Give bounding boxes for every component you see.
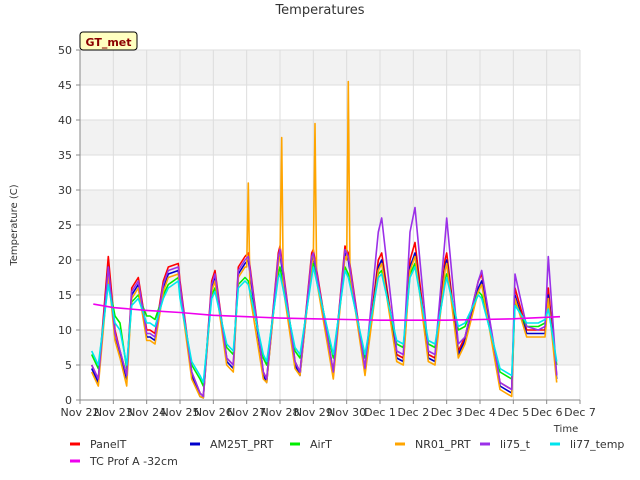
grid-band bbox=[80, 120, 580, 155]
x-tick-label: Nov 22 bbox=[61, 406, 100, 419]
y-tick-label: 0 bbox=[65, 394, 72, 407]
x-tick-label: Nov 24 bbox=[127, 406, 166, 419]
station-badge-box bbox=[79, 31, 138, 51]
chart-grid bbox=[79, 49, 581, 401]
x-tick-label: Nov 25 bbox=[161, 406, 200, 419]
x-tick-label: Nov 28 bbox=[261, 406, 300, 419]
x-tick-label: Nov 29 bbox=[294, 406, 333, 419]
series-layer bbox=[90, 80, 561, 399]
y-tick-label: 35 bbox=[58, 149, 72, 162]
x-tick-label: Nov 26 bbox=[194, 406, 233, 419]
station-badge: GT_met bbox=[79, 31, 138, 51]
y-tick-label: 45 bbox=[58, 79, 72, 92]
y-tick-label: 50 bbox=[58, 44, 72, 57]
legend-label: PanelT bbox=[90, 438, 127, 451]
legend: PanelT AM25T_PRT AirT NR01_PRT li75_t li77_te… bbox=[70, 438, 624, 468]
y-tick-label: 15 bbox=[58, 289, 72, 302]
legend-label: li77_temp bbox=[570, 438, 624, 451]
x-tick-label: Dec 4 bbox=[464, 406, 496, 419]
x-tick-label: Nov 27 bbox=[227, 406, 266, 419]
legend-label: TC Prof A -32cm bbox=[89, 455, 178, 468]
y-tick-label: 5 bbox=[65, 359, 72, 372]
x-axis-label: Time bbox=[553, 424, 578, 435]
legend-item: li75_t bbox=[480, 438, 531, 451]
legend-label: AirT bbox=[310, 438, 332, 451]
chart-title: Temperatures bbox=[274, 3, 364, 18]
grid-band bbox=[80, 50, 580, 85]
station-badge-label: GT_met bbox=[85, 36, 131, 49]
legend-label: AM25T_PRT bbox=[210, 438, 274, 451]
series-line bbox=[93, 303, 561, 322]
series-line bbox=[90, 266, 558, 384]
y-tick-label: 40 bbox=[58, 114, 72, 127]
y-tick-label: 25 bbox=[58, 219, 72, 232]
y-tick-label: 20 bbox=[58, 254, 72, 267]
y-tick-label: 10 bbox=[58, 324, 72, 337]
legend-label: NR01_PRT bbox=[415, 438, 471, 451]
grid-band bbox=[80, 190, 580, 225]
legend-label: li75_t bbox=[500, 438, 531, 451]
legend-item: AM25T_PRT bbox=[190, 438, 274, 451]
x-tick-label: Dec 1 bbox=[364, 406, 396, 419]
x-tick-label: Dec 3 bbox=[431, 406, 463, 419]
x-tick-label: Dec 5 bbox=[497, 406, 529, 419]
series-line bbox=[90, 206, 558, 398]
legend-item: TC Prof A -32cm bbox=[70, 455, 178, 468]
y-axis-label: Temperature (C) bbox=[9, 184, 20, 266]
grid-band bbox=[80, 260, 580, 295]
x-tick-label: Dec 6 bbox=[531, 406, 563, 419]
legend-item: AirT bbox=[290, 438, 332, 451]
x-tick-label: Nov 30 bbox=[327, 406, 366, 419]
x-tick-label: Nov 23 bbox=[94, 406, 133, 419]
legend-item: PanelT bbox=[70, 438, 127, 451]
y-tick-label: 30 bbox=[58, 184, 72, 197]
x-tick-label: Dec 2 bbox=[397, 406, 429, 419]
legend-item: li77_temp bbox=[550, 438, 624, 451]
x-tick-label: Dec 7 bbox=[564, 406, 596, 419]
legend-item: NR01_PRT bbox=[395, 438, 471, 451]
series-line bbox=[90, 80, 558, 399]
